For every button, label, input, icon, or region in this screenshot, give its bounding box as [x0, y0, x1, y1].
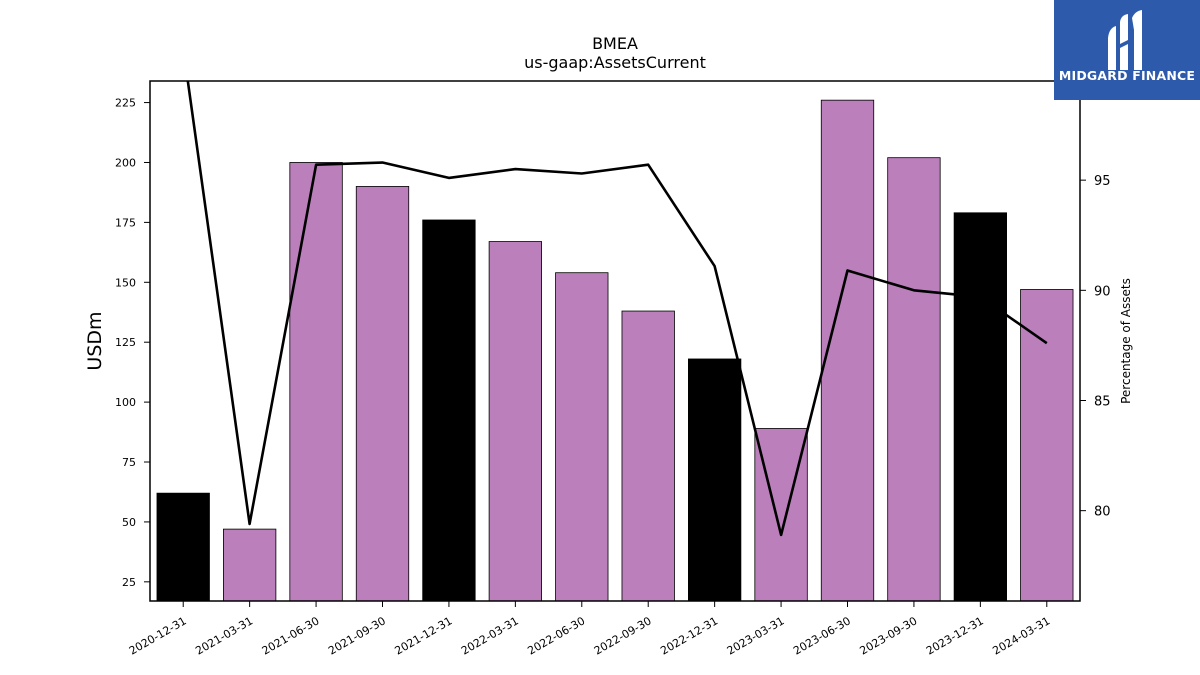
- bar-series: [156, 99, 1074, 602]
- line-series: [186, 81, 1048, 537]
- x-tick-label: 2022-03-31: [459, 614, 521, 657]
- bar-2021-06-30: [289, 162, 343, 602]
- x-tick-label: 2024-03-31: [990, 614, 1052, 657]
- bar-2023-03-31: [754, 428, 808, 602]
- logo-mark-icon: [1054, 0, 1200, 100]
- y-tick-label: 75: [122, 456, 136, 469]
- y-tick-label: 25: [122, 576, 136, 589]
- bar-2023-06-30: [820, 99, 875, 602]
- y2-tick-label: 90: [1094, 284, 1111, 299]
- x-tick-label: 2022-09-30: [592, 614, 654, 657]
- x-tick-label: 2022-06-30: [525, 614, 587, 657]
- bar-2021-03-31: [223, 528, 277, 602]
- x-tick-label: 2021-12-31: [393, 614, 455, 657]
- x-tick-label: 2023-12-31: [924, 614, 986, 657]
- y2-tick-label: 80: [1094, 505, 1111, 520]
- chart-subtitle: us-gaap:AssetsCurrent: [524, 53, 706, 72]
- y-tick-label: 100: [115, 396, 136, 409]
- bar-2023-09-30: [887, 157, 941, 602]
- x-tick-label: 2022-12-31: [658, 614, 720, 657]
- bar-2021-09-30: [355, 186, 410, 602]
- x-tick-label: 2023-03-31: [725, 614, 787, 657]
- x-tick-label: 2023-06-30: [791, 614, 853, 657]
- bar-2021-12-31: [422, 219, 476, 602]
- logo-text: MIDGARD FINANCE: [1058, 68, 1196, 83]
- bar-2023-12-31: [953, 212, 1007, 602]
- bar-2022-03-31: [488, 241, 542, 602]
- y-tick-label: 150: [115, 276, 136, 289]
- bar-2024-03-31: [1020, 289, 1074, 602]
- bar-2020-12-31: [156, 492, 210, 602]
- y-tick-label: 125: [115, 336, 136, 349]
- y-tick-label: 50: [122, 516, 136, 529]
- x-tick-label: 2021-06-30: [260, 614, 322, 657]
- percentage-line: [186, 81, 1048, 537]
- y-tick-label: 225: [115, 97, 136, 110]
- bar-2022-09-30: [621, 310, 675, 602]
- x-tick-label: 2021-03-31: [193, 614, 255, 657]
- x-tick-label: 2023-09-30: [858, 614, 920, 657]
- y-tick-label: 175: [115, 216, 136, 229]
- x-tick-label: 2021-09-30: [326, 614, 388, 657]
- y2-tick-label: 85: [1094, 394, 1111, 409]
- plot-frame: [149, 80, 1081, 602]
- y2-tick-label: 95: [1094, 174, 1111, 189]
- midgard-finance-logo: MIDGARD FINANCE: [1054, 0, 1200, 100]
- chart-title: BMEA: [592, 34, 638, 53]
- x-tick-label: 2020-12-31: [127, 614, 189, 657]
- bar-2022-12-31: [688, 358, 742, 602]
- y-tick-label: 200: [115, 156, 136, 169]
- bar-2022-06-30: [555, 272, 609, 602]
- y-axis-label: USDm: [84, 311, 106, 370]
- y2-axis-label: Percentage of Assets: [1119, 278, 1133, 404]
